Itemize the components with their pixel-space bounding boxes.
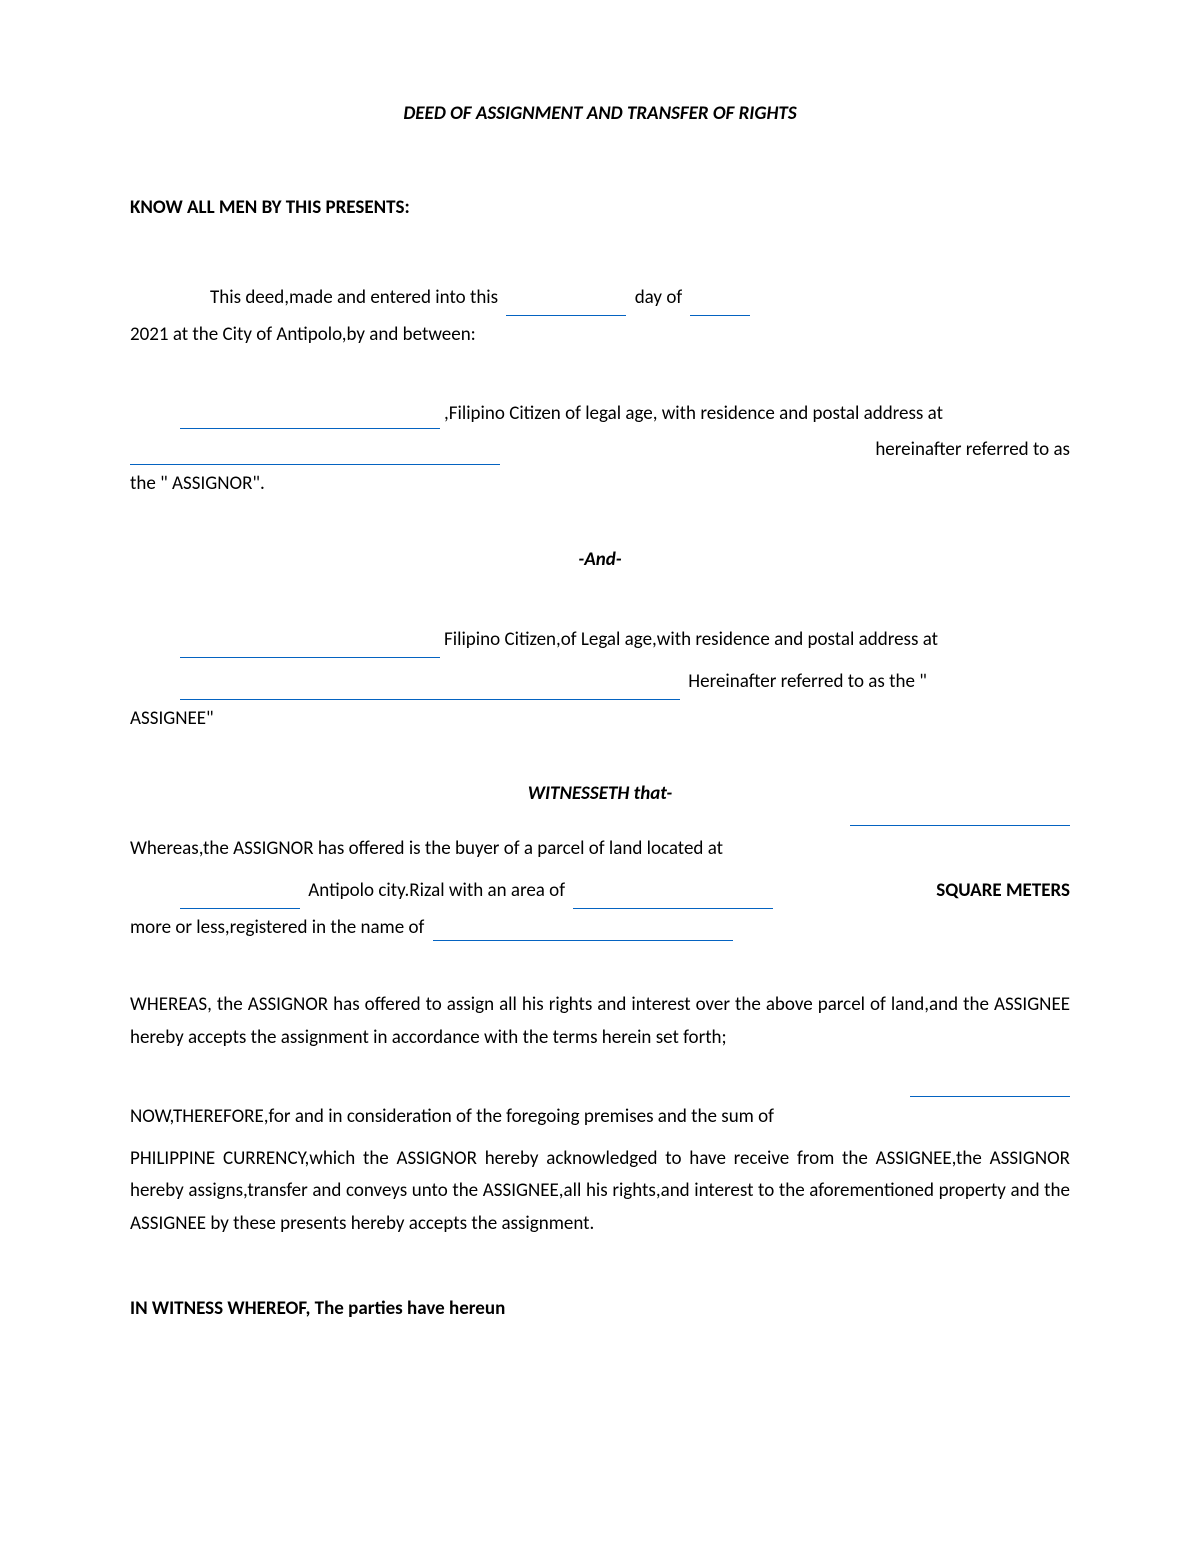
whereas1-text-1: Whereas,the ASSIGNOR has offered is the … (130, 837, 723, 860)
now-text-1: NOW,THEREFORE,for and in consideration o… (130, 1105, 774, 1128)
area-blank (573, 908, 773, 909)
assignor-text-2: hereinafter referred to as (875, 432, 1070, 468)
location-blank (850, 825, 1070, 826)
assignor-text-1: ,Filipino Citizen of legal age, with res… (444, 402, 943, 425)
intro-text-2: day of (635, 286, 682, 309)
intro-text-3: 2021 at the City of Antipolo,by and betw… (130, 319, 1070, 351)
whereas1-text-4: more or less,registered in the name of (130, 916, 424, 939)
assignee-name-blank (180, 657, 440, 658)
assignee-text-2: Hereinafter referred to as the " (688, 670, 927, 693)
sum-blank (910, 1096, 1070, 1097)
whereas1-text-2: Antipolo city.Rizal with an area of (308, 879, 565, 902)
presents-heading: KNOW ALL MEN BY THIS PRESENTS: (130, 194, 1070, 223)
intro-paragraph: This deed,made and entered into this day… (130, 277, 1070, 351)
assignee-text-1: Filipino Citizen,of Legal age,with resid… (444, 628, 938, 651)
assignor-text-3: the " ASSIGNOR". (130, 468, 1070, 500)
whereas2-paragraph: WHEREAS, the ASSIGNOR has offered to ass… (130, 989, 1070, 1054)
assignee-text-3: ASSIGNEE" (130, 703, 1070, 735)
witness-whereof: IN WITNESS WHEREOF, The parties have her… (130, 1295, 1070, 1324)
witnesseth-heading: WITNESSETH that- (130, 780, 1070, 809)
intro-text-1: This deed,made and entered into this (130, 277, 498, 319)
assignee-paragraph: Filipino Citizen,of Legal age,with resid… (130, 619, 1070, 735)
square-meters-label: SQUARE METERS (936, 870, 1070, 912)
assignee-address-blank (180, 699, 680, 700)
document-title: DEED OF ASSIGNMENT AND TRANSFER OF RIGHT… (130, 100, 1070, 129)
and-separator: -And- (130, 546, 1070, 575)
city-blank (180, 908, 300, 909)
assignor-name-blank (180, 428, 440, 429)
assignor-address-blank (130, 464, 500, 465)
whereas1-paragraph: Whereas,the ASSIGNOR has offered is the … (130, 828, 1070, 944)
assignor-paragraph: ,Filipino Citizen of legal age, with res… (130, 396, 1070, 500)
now-text-2: PHILIPPINE CURRENCY,which the ASSIGNOR h… (130, 1143, 1070, 1240)
month-blank (690, 315, 750, 316)
now-paragraph: NOW,THEREFORE,for and in consideration o… (130, 1099, 1070, 1240)
date-blank (506, 315, 626, 316)
registered-name-blank (433, 940, 733, 941)
